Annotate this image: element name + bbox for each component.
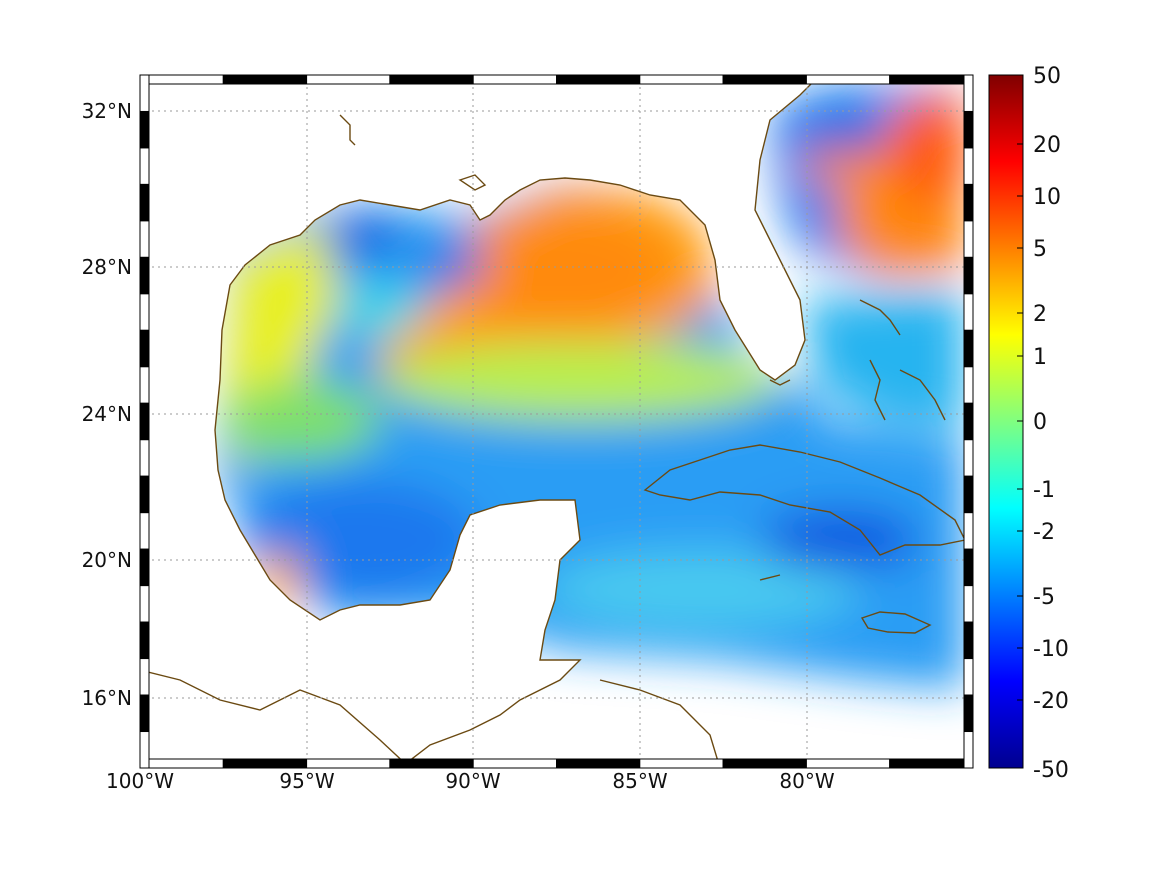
frame-segment xyxy=(963,366,974,404)
colorbar: 50 20 10 5 2 1 0 -1 -2 -5 -10 -20 -50 xyxy=(988,64,1069,783)
frame-segment xyxy=(963,621,974,660)
colorbar-label: 0 xyxy=(1033,410,1047,435)
lon-tick-label: 90°W xyxy=(445,769,500,793)
lon-tick-label: 100°W xyxy=(106,769,174,793)
lon-tick-label: 80°W xyxy=(779,769,834,793)
frame-segment xyxy=(963,658,974,696)
frame-segment xyxy=(139,256,150,295)
frame-segment xyxy=(963,585,974,623)
frame-segment xyxy=(306,74,391,85)
longitude-axis: 100°W 95°W 90°W 85°W 80°W xyxy=(106,769,835,793)
frame-segment xyxy=(963,731,974,769)
frame-segment xyxy=(963,329,974,368)
frame-segment xyxy=(222,74,308,85)
frame-segment xyxy=(139,74,150,112)
frame-segment xyxy=(963,293,974,331)
frame-segment xyxy=(389,74,474,85)
frame-segment xyxy=(139,329,150,368)
frame-bottom-bar xyxy=(139,758,974,769)
frame-segment xyxy=(222,758,308,769)
lat-tick-label: 16°N xyxy=(82,686,132,710)
frame-segment xyxy=(889,758,974,769)
frame-segment xyxy=(139,585,150,623)
lat-tick-label: 28°N xyxy=(82,255,132,279)
colorbar-label: -1 xyxy=(1033,478,1055,503)
colorbar-label: 5 xyxy=(1033,237,1047,262)
frame-segment xyxy=(556,74,641,85)
colorbar-ticks xyxy=(1017,74,1023,769)
frame-segment xyxy=(139,183,150,222)
colorbar-label: -5 xyxy=(1033,585,1055,610)
frame-segment xyxy=(139,731,150,769)
frame-top-bar xyxy=(139,74,974,85)
coastline xyxy=(140,114,946,768)
colorbar-label: -2 xyxy=(1033,520,1055,545)
frame-segment xyxy=(139,110,150,149)
frame-segment xyxy=(805,758,891,769)
graticule xyxy=(140,75,973,768)
frame-segment xyxy=(389,758,474,769)
frame-segment xyxy=(963,439,974,477)
latitude-axis: 32°N 28°N 24°N 20°N 16°N xyxy=(82,99,132,710)
frame-segment xyxy=(963,147,974,185)
frame-segment xyxy=(306,758,391,769)
frame-segment xyxy=(722,758,807,769)
frame-segment xyxy=(472,758,558,769)
frame-segment xyxy=(139,548,150,587)
frame-segment xyxy=(139,220,150,258)
frame-segment xyxy=(139,439,150,477)
frame-segment xyxy=(722,74,807,85)
frame-segment xyxy=(963,548,974,587)
frame-segment xyxy=(963,256,974,295)
frame-segment xyxy=(139,74,224,85)
lon-tick-label: 95°W xyxy=(279,769,334,793)
frame-segment xyxy=(805,74,891,85)
frame-segment xyxy=(639,74,724,85)
frame-segment xyxy=(139,366,150,404)
frame-right-bar xyxy=(963,74,974,769)
colorbar-label: 50 xyxy=(1033,64,1061,89)
frame-segment xyxy=(963,74,974,112)
frame-segment xyxy=(139,147,150,185)
frame-segment xyxy=(963,110,974,149)
frame-segment xyxy=(139,758,224,769)
frame-segment xyxy=(963,220,974,258)
colorbar-label: 20 xyxy=(1033,133,1061,158)
colorbar-label: 10 xyxy=(1033,185,1061,210)
land-mask xyxy=(140,75,967,768)
frame-segment xyxy=(963,402,974,441)
frame-segment xyxy=(556,758,641,769)
frame-segment xyxy=(472,74,558,85)
sea-level-anomaly-field xyxy=(140,75,973,768)
lon-tick-label: 85°W xyxy=(612,769,667,793)
colorbar-label: -10 xyxy=(1033,637,1069,662)
frame-segment xyxy=(139,402,150,441)
frame-segment xyxy=(139,694,150,733)
frame-segment xyxy=(139,658,150,696)
lat-tick-label: 32°N xyxy=(82,99,132,123)
frame-segment xyxy=(963,694,974,733)
frame-segment xyxy=(139,512,150,550)
frame-segment xyxy=(139,475,150,514)
colorbar-label: 1 xyxy=(1033,345,1047,370)
map-frame xyxy=(139,74,974,769)
colorbar-label: -50 xyxy=(1033,758,1069,783)
frame-segment xyxy=(963,183,974,222)
frame-segment xyxy=(889,74,974,85)
lat-tick-label: 20°N xyxy=(82,548,132,572)
colorbar-label: -20 xyxy=(1033,689,1069,714)
frame-segment xyxy=(139,621,150,660)
colorbar-label: 2 xyxy=(1033,302,1047,327)
lat-tick-label: 24°N xyxy=(82,402,132,426)
frame-segment xyxy=(139,293,150,331)
frame-left-bar xyxy=(139,74,150,769)
frame-segment xyxy=(639,758,724,769)
frame-segment xyxy=(963,475,974,514)
frame-segment xyxy=(963,512,974,550)
